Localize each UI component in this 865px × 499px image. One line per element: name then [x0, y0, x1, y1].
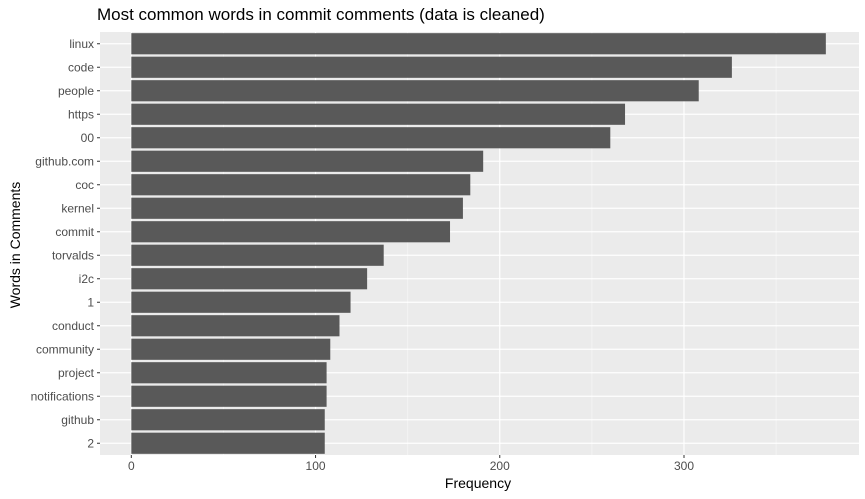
bar	[131, 291, 351, 313]
bars	[131, 33, 826, 454]
y-tick-label: community	[36, 342, 94, 356]
y-tick-label: 00	[81, 131, 95, 145]
bar	[131, 244, 384, 266]
y-tick-label: https	[68, 107, 94, 121]
bar	[131, 338, 331, 360]
y-tick-label: linux	[69, 37, 94, 51]
y-tick-label: github.com	[35, 154, 94, 168]
bar	[131, 56, 732, 78]
x-axis-title: Frequency	[444, 475, 512, 491]
y-axis-title: Words in Comments	[7, 181, 23, 309]
y-tick-label: i2c	[79, 272, 94, 286]
x-axis: 0 100 200 300	[128, 455, 694, 473]
bar	[131, 268, 368, 290]
bar	[131, 409, 325, 431]
bar	[131, 221, 451, 243]
x-tick-label: 300	[674, 459, 694, 473]
y-axis: linux code people https 00 github.com coc kerne…	[31, 37, 100, 450]
x-tick-label: 200	[490, 459, 510, 473]
y-tick-label: conduct	[52, 319, 95, 333]
y-tick-label: people	[58, 84, 94, 98]
chart-title: Most common words in commit comments (da…	[97, 5, 545, 24]
bar	[131, 362, 327, 384]
bar	[131, 33, 826, 55]
bar	[131, 385, 327, 407]
y-tick-label: project	[58, 366, 95, 380]
bar	[131, 315, 340, 337]
y-tick-label: coc	[75, 178, 94, 192]
x-tick-label: 0	[128, 459, 135, 473]
bar	[131, 150, 484, 172]
x-tick-label: 100	[306, 459, 326, 473]
bar	[131, 197, 463, 219]
y-tick-label: notifications	[31, 389, 94, 403]
y-tick-label: code	[68, 60, 94, 74]
y-tick-label: 2	[87, 436, 94, 450]
y-tick-label: torvalds	[52, 248, 94, 262]
bar	[131, 103, 626, 125]
y-tick-label: commit	[55, 225, 94, 239]
bar	[131, 432, 325, 454]
y-tick-label: github	[61, 413, 94, 427]
y-tick-label: kernel	[61, 201, 94, 215]
y-tick-label: 1	[87, 295, 94, 309]
bar	[131, 174, 471, 196]
bar	[131, 80, 699, 102]
bar	[131, 127, 611, 149]
plot-panel	[100, 32, 859, 455]
